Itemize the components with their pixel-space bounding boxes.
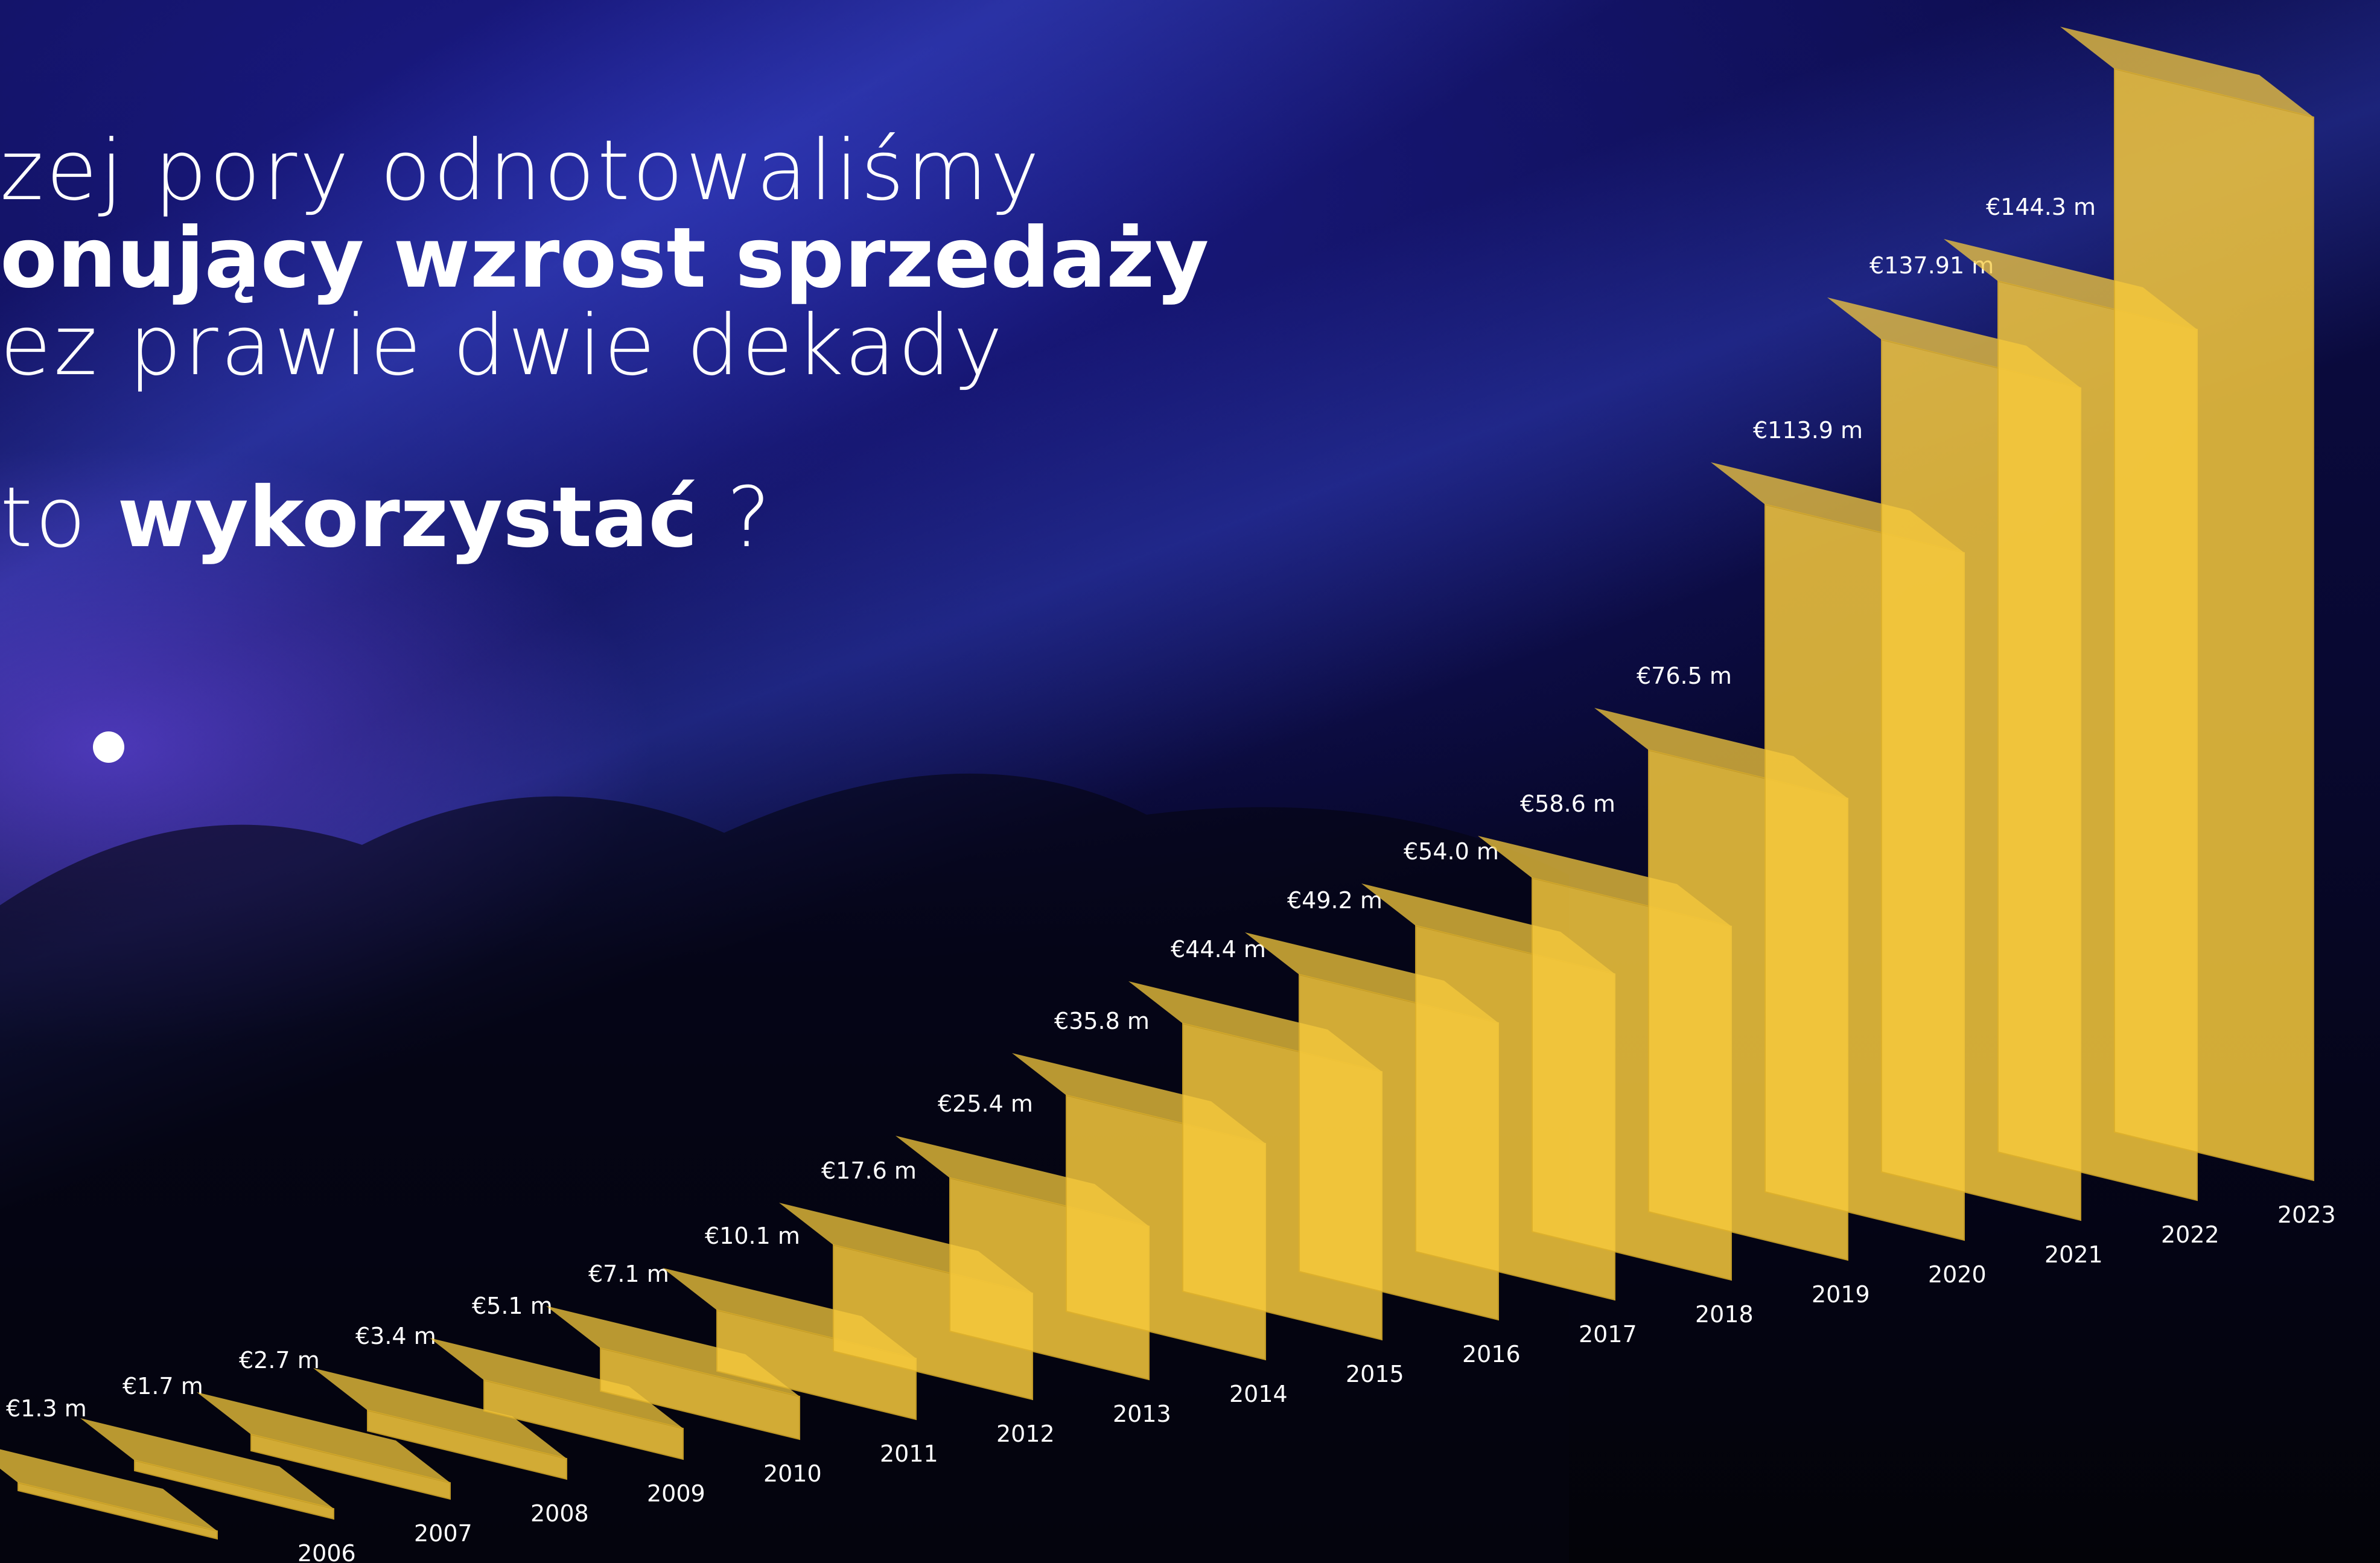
- value-label: €10.1 m: [705, 1223, 800, 1249]
- bar: [600, 1347, 800, 1440]
- headline-part: wykorzystać: [117, 469, 698, 566]
- bar: [134, 1459, 334, 1520]
- bar: [250, 1433, 451, 1500]
- x-tick-label: 2018: [1695, 1301, 1754, 1328]
- value-label: €1.3 m: [6, 1395, 87, 1422]
- bar: [2114, 68, 2314, 1182]
- value-label: €2.7 m: [239, 1347, 320, 1374]
- x-tick-label: 2009: [647, 1480, 705, 1507]
- value-label: €25.4 m: [938, 1090, 1033, 1117]
- value-label: €54.0 m: [1404, 838, 1499, 865]
- bar-top: [80, 1418, 334, 1509]
- bar-top: [0, 1449, 217, 1531]
- value-label: €58.6 m: [1520, 791, 1615, 817]
- x-tick-label: 2022: [2161, 1221, 2219, 1248]
- value-label: €144.3 m: [1986, 194, 2096, 220]
- x-tick-label: 2016: [1462, 1341, 1521, 1367]
- x-tick-label: 2006: [298, 1540, 356, 1563]
- x-tick-label: 2014: [1229, 1381, 1288, 1407]
- headline-line: zej pory odnotowaliśmy: [0, 122, 1042, 219]
- bar-top: [197, 1392, 450, 1483]
- value-label: €113.9 m: [1753, 417, 1863, 444]
- headline-line: ez prawie dwie dekady: [0, 297, 1005, 394]
- x-tick-label: 2017: [1579, 1321, 1637, 1348]
- x-tick-label: 2019: [1812, 1281, 1870, 1308]
- bar: [18, 1482, 218, 1540]
- value-label: €7.1 m: [588, 1261, 669, 1287]
- headline-part: to: [0, 469, 89, 566]
- x-tick-label: 2010: [763, 1460, 822, 1487]
- bar: [483, 1379, 684, 1460]
- value-label: €17.6 m: [821, 1157, 917, 1184]
- bar-top: [2060, 27, 2314, 118]
- bar: [367, 1409, 567, 1480]
- x-tick-label: 2020: [1928, 1261, 1987, 1288]
- value-label: €49.2 m: [1287, 887, 1382, 914]
- x-tick-label: 2015: [1346, 1361, 1404, 1387]
- x-tick-label: 2013: [1113, 1401, 1171, 1427]
- value-label: €3.4 m: [355, 1323, 436, 1349]
- headline-part: ?: [727, 469, 773, 566]
- x-tick-label: 2007: [414, 1520, 472, 1547]
- headline-line: onujący wzrost sprzedaży: [0, 209, 1209, 307]
- x-tick-label: 2005: [181, 1560, 240, 1563]
- x-tick-label: 2023: [2277, 1202, 2336, 1228]
- crowd-silhouette: [0, 773, 1569, 1563]
- x-tick-label: 2012: [996, 1421, 1055, 1447]
- value-label: €44.4 m: [1171, 936, 1266, 963]
- spotlight: [93, 731, 124, 763]
- bar-top: [430, 1338, 683, 1428]
- x-tick-label: 2008: [530, 1500, 589, 1527]
- x-tick-label: 2021: [2044, 1241, 2103, 1268]
- value-label: €5.1 m: [472, 1293, 553, 1319]
- value-label: €76.5 m: [1637, 663, 1732, 689]
- value-label: €35.8 m: [1054, 1008, 1150, 1034]
- value-label: €1.7 m: [122, 1373, 203, 1399]
- headline-line: to wykorzystać ?: [0, 469, 773, 566]
- bar-top: [313, 1368, 567, 1459]
- x-tick-label: 2011: [880, 1440, 938, 1467]
